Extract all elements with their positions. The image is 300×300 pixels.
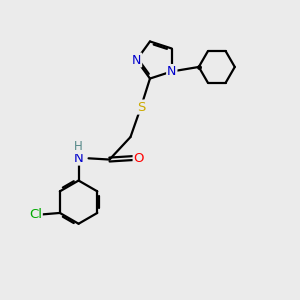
Text: N: N: [132, 53, 141, 67]
Text: N: N: [74, 152, 83, 164]
Text: Cl: Cl: [29, 208, 42, 221]
Text: O: O: [134, 152, 144, 164]
Text: N: N: [167, 65, 176, 78]
Text: S: S: [137, 100, 145, 113]
Text: H: H: [74, 140, 83, 153]
